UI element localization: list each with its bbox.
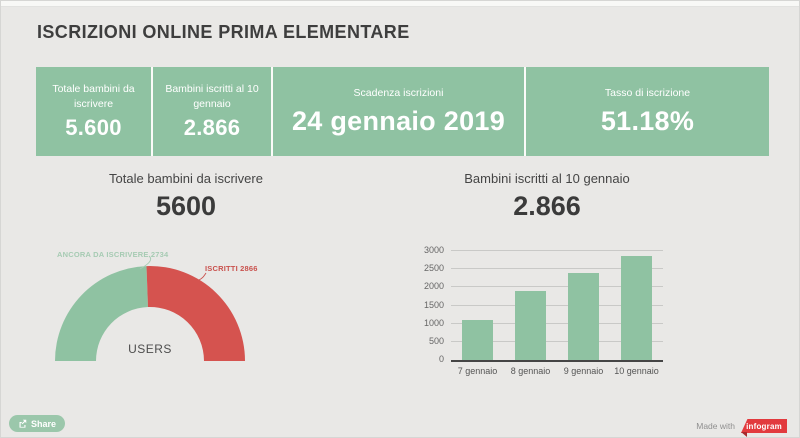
plot-area (451, 250, 663, 362)
gauge-chart: USERS (55, 255, 245, 361)
gauge-callout-remaining: ANCORA DA ISCRIVERE 2734 (57, 250, 169, 259)
gauge-center-label: USERS (128, 342, 172, 356)
x-category-label: 10 gennaio (614, 366, 659, 376)
bar-section-value: 2.866 (513, 191, 581, 221)
gauge-callout-enrolled: ISCRITTI 2866 (205, 264, 258, 273)
stat-enrolled: Bambini iscritti al 10 gennaio 2.866 (151, 67, 271, 156)
bar-7-gennaio (462, 320, 493, 360)
gridline (451, 268, 663, 270)
gridline (451, 286, 663, 288)
page-title: ISCRIZIONI ONLINE PRIMA ELEMENTARE (37, 22, 410, 42)
infogram-logo-tail (741, 432, 747, 437)
stat-rate: Tasso di iscrizione 51.18% (524, 67, 769, 156)
gauge-section-header: Totale bambini da iscrivere 5600 (31, 171, 341, 222)
x-axis-line (451, 360, 663, 362)
gauge-section-value: 5600 (155, 191, 217, 221)
infogram-logo[interactable]: infogram (741, 419, 787, 433)
bar-9-gennaio (568, 272, 599, 360)
gauge-slice-remaining (55, 266, 149, 361)
stat-deadline: Scadenza iscrizioni 24 gennaio 2019 (271, 67, 524, 156)
x-axis-labels: 7 gennaio 8 gennaio 9 gennaio 10 gennaio (451, 366, 663, 380)
stat-label: Totale bambini da iscrivere (52, 83, 135, 110)
stat-bar: Totale bambini da iscrivere 5.600 Bambin… (36, 67, 769, 156)
stat-label: Bambini iscritti al 10 gennaio (165, 83, 259, 110)
x-category-label: 7 gennaio (457, 366, 498, 376)
y-tick-label: 500 (428, 335, 444, 346)
stat-value: 2.866 (183, 114, 241, 140)
share-button[interactable]: Share (9, 415, 66, 432)
gridline (451, 322, 663, 324)
bar-section-title: Bambini iscritti al 10 gennaio (464, 171, 630, 186)
share-icon (19, 419, 27, 428)
top-strip (1, 1, 799, 7)
y-tick-label: 2500 (423, 263, 444, 274)
gridline (451, 340, 663, 342)
stat-value: 51.18% (600, 105, 695, 136)
stat-value: 5.600 (65, 114, 122, 140)
stat-label: Scadenza iscrizioni (353, 87, 444, 100)
infogram-logo-label: infogram (746, 421, 782, 431)
bar-8-gennaio (515, 290, 546, 360)
bar-chart: 0 500 1000 1500 2000 2500 3000 7 gennaio 8 genn… (419, 245, 669, 386)
x-category-label: 9 gennaio (563, 366, 604, 376)
gauge-callout-line-right (198, 272, 207, 281)
x-category-label: 8 gennaio (510, 366, 551, 376)
bar-10-gennaio (621, 255, 652, 360)
stat-value: 24 gennaio 2019 (291, 105, 506, 136)
gauge-section-title: Totale bambini da iscrivere (109, 171, 263, 186)
made-with-label: Made with (696, 421, 735, 431)
gridline (451, 304, 663, 306)
stat-label: Tasso di iscrizione (604, 87, 691, 100)
gauge-slice-enrolled (146, 266, 245, 361)
stat-total-children: Totale bambini da iscrivere 5.600 (36, 67, 151, 156)
y-tick-label: 1000 (423, 317, 444, 328)
y-tick-label: 1500 (423, 299, 444, 310)
share-label: Share (31, 418, 57, 429)
gridline (451, 250, 663, 251)
bar-section-header: Bambini iscritti al 10 gennaio 2.866 (401, 171, 693, 222)
y-axis-labels: 0 500 1000 1500 2000 2500 3000 (419, 245, 447, 364)
y-tick-label: 2000 (423, 281, 444, 292)
y-tick-label: 0 (438, 354, 444, 364)
gauge-callout-line-left (139, 255, 152, 270)
y-tick-label: 3000 (423, 245, 444, 255)
